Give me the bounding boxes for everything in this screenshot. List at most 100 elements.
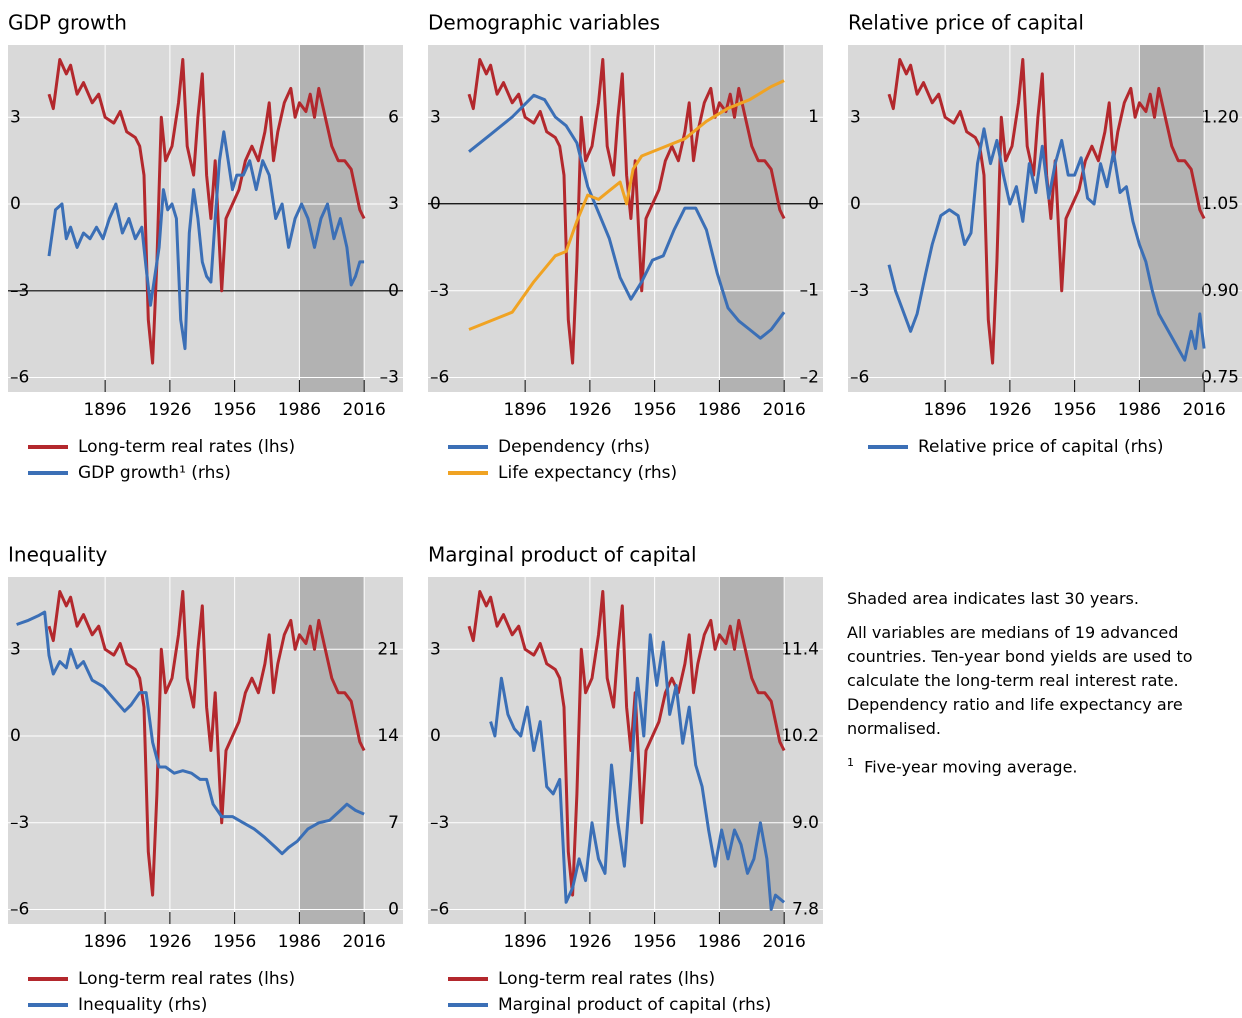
y2-tick-label: 0.75 bbox=[1201, 368, 1239, 388]
x-tick-label: 1956 bbox=[1053, 400, 1096, 420]
x-tick-label: 1896 bbox=[923, 400, 966, 420]
x-tick-label: 2016 bbox=[343, 400, 386, 420]
chart-title: Marginal product of capital bbox=[428, 543, 697, 567]
y-tick-label: 3 bbox=[430, 639, 441, 659]
y2-tick-label: 0.90 bbox=[1201, 281, 1239, 301]
chart-title: Inequality bbox=[8, 543, 107, 567]
y2-tick-label: 10.2 bbox=[781, 726, 819, 746]
x-tick-label: 1896 bbox=[503, 932, 546, 952]
legend-label: Relative price of capital (rhs) bbox=[918, 437, 1164, 457]
y-tick-label: –6 bbox=[10, 900, 29, 920]
x-tick-label: 2016 bbox=[343, 932, 386, 952]
y-tick-label: 0 bbox=[10, 194, 21, 214]
x-tick-label: 2016 bbox=[763, 932, 806, 952]
shaded-area bbox=[719, 45, 785, 392]
legend-label: Long-term real rates (lhs) bbox=[78, 437, 295, 457]
y-tick-label: –6 bbox=[430, 900, 449, 920]
y2-tick-label: 1.20 bbox=[1201, 107, 1239, 127]
panel: Marginal product of capital 3 0 –3 –6 11.4 10.… bbox=[428, 543, 823, 1015]
y-tick-label: 0 bbox=[430, 726, 441, 746]
x-tick-label: 1986 bbox=[278, 932, 321, 952]
y-tick-label: 3 bbox=[10, 107, 21, 127]
y-tick-label: 3 bbox=[850, 107, 861, 127]
series-line bbox=[47, 58, 366, 365]
note: All variables are medians of 19 advanced… bbox=[847, 623, 1193, 738]
series-line bbox=[467, 590, 786, 897]
series-line bbox=[47, 130, 365, 351]
footnote-text: Five-year moving average. bbox=[864, 757, 1078, 777]
y2-tick-label: 14 bbox=[377, 726, 399, 746]
series-line bbox=[489, 633, 786, 911]
x-tick-label: 2016 bbox=[763, 400, 806, 420]
x-tick-label: 1926 bbox=[568, 400, 611, 420]
series-line bbox=[887, 58, 1206, 365]
x-tick-label: 1956 bbox=[213, 400, 256, 420]
y-tick-label: –3 bbox=[430, 281, 449, 301]
y2-tick-label: –1 bbox=[800, 281, 819, 301]
series-line bbox=[468, 79, 785, 331]
notes: Shaded area indicates last 30 years. All… bbox=[847, 587, 1227, 789]
legend-label: Dependency (rhs) bbox=[498, 437, 650, 457]
y2-tick-label: 1 bbox=[808, 107, 819, 127]
panel: Relative price of capital 3 0 –3 –6 1.20 1.05 0… bbox=[848, 11, 1242, 457]
x-tick-label: 2016 bbox=[1183, 400, 1226, 420]
x-tick-label: 1896 bbox=[83, 932, 126, 952]
chart-title: GDP growth bbox=[8, 11, 127, 35]
y-tick-label: 0 bbox=[10, 726, 21, 746]
legend-label: Long-term real rates (lhs) bbox=[498, 969, 715, 989]
x-tick-label: 1926 bbox=[148, 932, 191, 952]
y-tick-label: 0 bbox=[850, 194, 861, 214]
legend-label: Inequality (rhs) bbox=[78, 995, 207, 1015]
x-tick-label: 1926 bbox=[148, 400, 191, 420]
legend-label: Life expectancy (rhs) bbox=[498, 463, 677, 483]
y-tick-label: –3 bbox=[10, 813, 29, 833]
series-line bbox=[887, 127, 1206, 362]
x-tick-label: 1986 bbox=[278, 400, 321, 420]
y-tick-label: –6 bbox=[430, 368, 449, 388]
note: Shaded area indicates last 30 years. bbox=[847, 589, 1139, 608]
y2-tick-label: 6 bbox=[388, 107, 399, 127]
x-tick-label: 1956 bbox=[213, 932, 256, 952]
panel: Inequality 3 0 –3 –6 21 14 7 0 1896 1926 1956 1986 20… bbox=[8, 543, 403, 1015]
y2-tick-label: 0 bbox=[388, 900, 399, 920]
y-tick-label: –6 bbox=[10, 368, 29, 388]
series-line bbox=[47, 590, 366, 897]
shaded-area bbox=[299, 45, 365, 392]
y2-tick-label: 1.05 bbox=[1201, 194, 1239, 214]
x-tick-label: 1896 bbox=[83, 400, 126, 420]
footnote: 1 Five-year moving average. bbox=[847, 751, 1227, 779]
y2-tick-label: –3 bbox=[380, 368, 399, 388]
y-tick-label: –3 bbox=[430, 813, 449, 833]
y2-tick-label: 3 bbox=[388, 194, 399, 214]
x-tick-label: 1986 bbox=[698, 400, 741, 420]
y2-tick-label: 11.4 bbox=[781, 639, 819, 659]
x-tick-label: 1926 bbox=[988, 400, 1031, 420]
chart-title: Demographic variables bbox=[428, 11, 660, 35]
y2-tick-label: 9.0 bbox=[792, 813, 819, 833]
y-tick-label: 3 bbox=[10, 639, 21, 659]
legend-label: Long-term real rates (lhs) bbox=[78, 969, 295, 989]
footnote-marker: 1 bbox=[847, 756, 854, 769]
y-tick-label: –3 bbox=[850, 281, 869, 301]
x-tick-label: 1986 bbox=[1118, 400, 1161, 420]
x-tick-label: 1986 bbox=[698, 932, 741, 952]
series-line bbox=[16, 610, 365, 856]
legend-label: Marginal product of capital (rhs) bbox=[498, 995, 771, 1015]
x-tick-label: 1956 bbox=[633, 400, 676, 420]
y-tick-label: 3 bbox=[430, 107, 441, 127]
x-tick-label: 1896 bbox=[503, 400, 546, 420]
shaded-area bbox=[299, 577, 365, 924]
y-tick-label: –6 bbox=[850, 368, 869, 388]
series-line bbox=[467, 58, 786, 365]
y2-tick-label: 7.8 bbox=[792, 900, 819, 920]
x-tick-label: 1956 bbox=[633, 932, 676, 952]
y2-tick-label: 21 bbox=[377, 639, 399, 659]
legend-label: GDP growth¹ (rhs) bbox=[78, 463, 231, 483]
y2-tick-label: 7 bbox=[388, 813, 399, 833]
series-line bbox=[468, 93, 786, 340]
y2-tick-label: –2 bbox=[800, 367, 819, 387]
